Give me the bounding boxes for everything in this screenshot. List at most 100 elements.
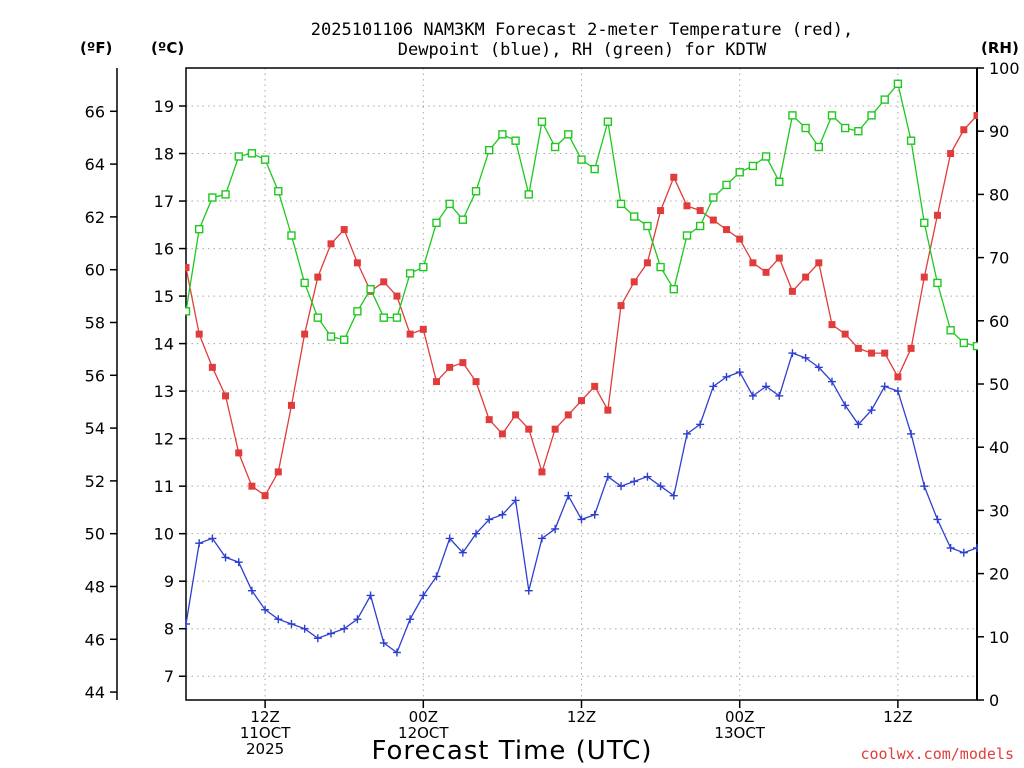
data-point <box>656 482 665 491</box>
data-point <box>669 285 678 294</box>
data-point <box>525 425 533 433</box>
data-point <box>550 142 560 152</box>
data-point <box>933 211 941 219</box>
data-point <box>801 123 810 133</box>
rh-tick-label: 60 <box>989 312 1009 331</box>
data-point <box>867 111 876 120</box>
fahrenheit-tick-label: 64 <box>85 155 105 174</box>
data-point <box>854 420 863 429</box>
data-point <box>274 187 283 196</box>
data-point <box>946 543 955 552</box>
fahrenheit-tick-label: 44 <box>85 683 105 702</box>
data-point <box>828 321 836 329</box>
data-point <box>788 349 797 358</box>
chart-title: 2025101106 NAM3KM Forecast 2-meter Tempe… <box>311 20 853 60</box>
data-point <box>326 332 336 341</box>
celsius-tick-label: 10 <box>154 525 174 544</box>
data-point <box>379 313 388 322</box>
data-point <box>881 349 889 357</box>
data-point <box>973 543 978 552</box>
data-point <box>445 199 454 209</box>
data-point <box>234 152 243 161</box>
x-tick-label: 11OCT <box>240 724 291 742</box>
data-point <box>274 615 283 624</box>
data-point <box>564 411 572 419</box>
data-point <box>195 539 204 548</box>
fahrenheit-tick-label: 66 <box>85 102 105 121</box>
data-point <box>788 111 797 120</box>
data-point <box>208 363 216 371</box>
celsius-tick-label: 19 <box>154 97 174 116</box>
data-point <box>946 326 955 335</box>
x-tick-label: 12Z <box>883 708 912 726</box>
data-point <box>221 190 230 199</box>
data-point <box>537 534 546 543</box>
data-point <box>709 216 717 224</box>
data-point <box>907 429 916 438</box>
data-point <box>392 648 401 657</box>
celsius-tick-label: 18 <box>154 145 174 164</box>
data-point <box>194 224 204 234</box>
data-point <box>300 624 309 633</box>
celsius-tick-label: 13 <box>154 382 174 401</box>
data-point <box>405 269 415 278</box>
data-point <box>814 363 823 372</box>
data-point <box>815 259 823 267</box>
rh-tick-label: 80 <box>989 185 1009 204</box>
fahrenheit-tick-label: 56 <box>85 366 105 385</box>
data-point <box>419 262 428 272</box>
data-point <box>459 359 467 367</box>
data-point <box>419 325 427 333</box>
data-point <box>827 111 837 120</box>
celsius-tick-label: 15 <box>154 287 174 306</box>
data-point <box>300 278 309 288</box>
data-point <box>485 416 493 424</box>
fahrenheit-tick-label: 58 <box>85 313 105 332</box>
data-point <box>498 510 507 519</box>
data-point <box>392 313 402 322</box>
tick-labels: 7 8 9 10 11 12 13 14 15 16 17 18 19 44 46 48 50 52 54 56 58 6… <box>85 59 1020 758</box>
data-point <box>775 391 784 400</box>
data-point <box>643 472 652 481</box>
data-point <box>762 268 770 276</box>
data-point <box>630 212 639 221</box>
data-point <box>247 149 257 158</box>
data-point <box>261 605 270 614</box>
data-point <box>185 619 190 628</box>
data-point <box>682 429 691 438</box>
data-point <box>933 515 942 524</box>
data-point <box>524 586 533 595</box>
data-point <box>471 187 481 196</box>
data-point <box>841 401 850 410</box>
data-point <box>185 264 190 272</box>
rh-axis-label: (RH) <box>981 39 1019 57</box>
x-tick-label: 12Z <box>567 708 596 726</box>
data-point <box>432 218 441 228</box>
series-dewpoint <box>185 349 978 657</box>
data-point <box>775 177 784 186</box>
data-point <box>735 368 744 377</box>
celsius-tick-label: 12 <box>154 430 174 449</box>
x-tick-label: 12OCT <box>398 724 449 742</box>
data-point <box>591 382 599 390</box>
data-point <box>472 378 480 386</box>
data-point <box>578 397 585 405</box>
data-point <box>893 79 903 89</box>
data-point <box>748 161 758 171</box>
data-point <box>880 95 889 104</box>
fahrenheit-tick-label: 48 <box>85 577 105 596</box>
celsius-tick-label: 8 <box>164 620 174 639</box>
data-point <box>736 235 744 243</box>
data-point <box>247 586 256 595</box>
x-tick-label: 00Z <box>409 708 438 726</box>
rh-tick-label: 70 <box>989 249 1009 268</box>
chart-title-line-2: Dewpoint (blue), RH (green) for KDTW <box>398 40 767 60</box>
data-point <box>854 344 862 352</box>
data-point <box>723 226 731 234</box>
data-point <box>880 382 889 391</box>
data-point <box>920 218 929 228</box>
rh-tick-label: 100 <box>989 59 1020 78</box>
rh-tick-label: 20 <box>989 565 1009 584</box>
data-point <box>564 491 573 500</box>
